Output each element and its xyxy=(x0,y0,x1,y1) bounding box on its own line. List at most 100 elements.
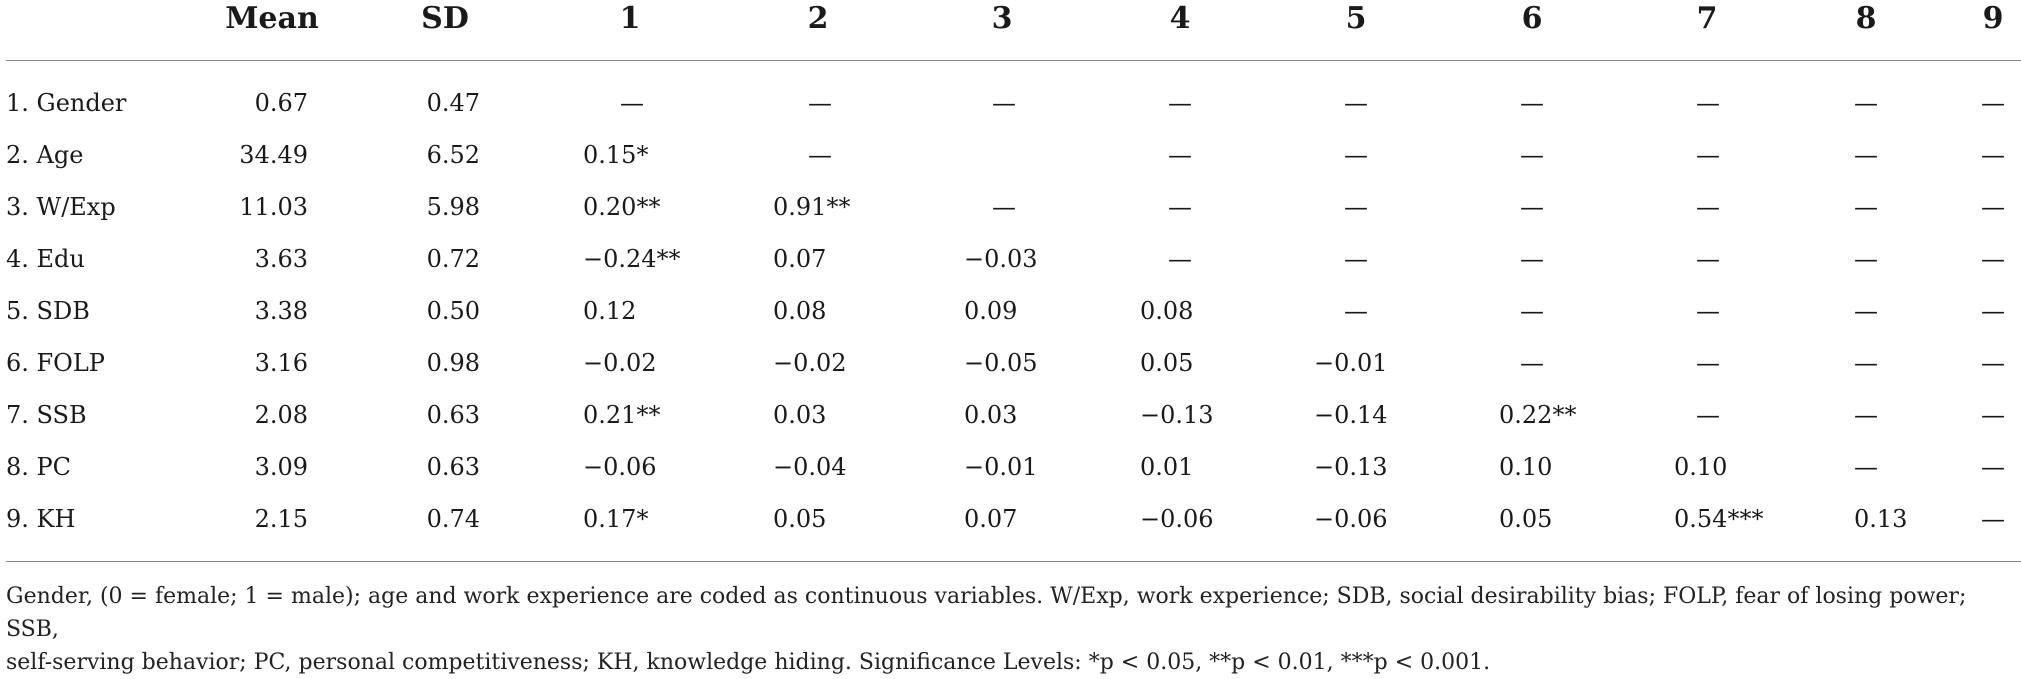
correlation-value: −0.03 xyxy=(964,245,1038,273)
correlation-value: 0.10 xyxy=(1674,453,1728,481)
empty-cell-dash: — xyxy=(1696,89,1720,117)
column-header: 3 xyxy=(991,1,1013,36)
correlation-value: 0.20** xyxy=(583,193,661,221)
empty-cell-dash: — xyxy=(1981,401,2005,429)
empty-cell-dash: — xyxy=(1854,193,1878,221)
empty-cell-dash: — xyxy=(1981,453,2005,481)
correlation-value: −0.24** xyxy=(583,245,681,273)
empty-cell-dash: — xyxy=(1854,453,1878,481)
column-header: SD xyxy=(421,1,469,36)
empty-cell-dash: — xyxy=(1344,193,1368,221)
sd-value: 0.47 xyxy=(426,89,480,117)
mean-value: 2.15 xyxy=(254,505,308,533)
correlation-value: 0.08 xyxy=(1140,297,1194,325)
table-header-row: Mean SD 1 2 3 4 5 6 7 8 9 xyxy=(0,0,2021,42)
empty-cell-dash: — xyxy=(1520,193,1544,221)
column-header: 8 xyxy=(1855,1,1877,36)
table-note-line: self-serving behavior; PC, personal comp… xyxy=(6,650,1491,675)
empty-cell-dash: — xyxy=(1854,297,1878,325)
empty-cell-dash: — xyxy=(1981,141,2005,169)
mean-value: 0.67 xyxy=(254,89,308,117)
correlation-value: 0.03 xyxy=(964,401,1018,429)
empty-cell-dash: — xyxy=(1981,349,2005,377)
empty-cell-dash: — xyxy=(1520,349,1544,377)
table-row: 3. W/Exp 11.03 5.98 0.20** 0.91** — — — — — — — xyxy=(0,192,2021,244)
empty-cell-dash: — xyxy=(620,89,644,117)
empty-cell-dash: — xyxy=(1981,505,2005,533)
correlation-value: 0.07 xyxy=(964,505,1018,533)
correlation-value: 0.09 xyxy=(964,297,1018,325)
empty-cell-dash: — xyxy=(1981,89,2005,117)
correlation-value: 0.05 xyxy=(773,505,827,533)
empty-cell-dash: — xyxy=(1854,245,1878,273)
table-row: 7. SSB 2.08 0.63 0.21** 0.03 0.03 −0.13 −0.14 0.… xyxy=(0,400,2021,452)
empty-cell-dash: — xyxy=(1168,89,1192,117)
sd-value: 0.50 xyxy=(426,297,480,325)
column-header: 1 xyxy=(619,1,641,36)
table-row: 1. Gender 0.67 0.47 — — — — — — — — — xyxy=(0,88,2021,140)
footer-divider xyxy=(6,561,2021,562)
empty-cell-dash: — xyxy=(1854,401,1878,429)
empty-cell-dash: — xyxy=(1520,245,1544,273)
mean-value: 3.63 xyxy=(254,245,308,273)
table-row: 9. KH 2.15 0.74 0.17* 0.05 0.07 −0.06 −0.06 0.05… xyxy=(0,504,2021,556)
column-header: 5 xyxy=(1345,1,1367,36)
empty-cell-dash: — xyxy=(1696,401,1720,429)
empty-cell-dash: — xyxy=(1981,193,2005,221)
empty-cell-dash: — xyxy=(1981,297,2005,325)
empty-cell-dash: — xyxy=(1696,193,1720,221)
correlation-value: 0.12 xyxy=(583,297,637,325)
correlation-value: −0.13 xyxy=(1314,453,1388,481)
correlation-value: −0.14 xyxy=(1314,401,1388,429)
empty-cell-dash: — xyxy=(1981,245,2005,273)
correlation-value: 0.21** xyxy=(583,401,661,429)
empty-cell-dash: — xyxy=(1168,245,1192,273)
row-label: 7. SSB xyxy=(6,401,87,429)
correlation-value: 0.54*** xyxy=(1674,505,1764,533)
table-row: 2. Age 34.49 6.52 0.15* — — — — — — — xyxy=(0,140,2021,192)
sd-value: 0.63 xyxy=(426,401,480,429)
row-label: 2. Age xyxy=(6,141,84,169)
column-header: 6 xyxy=(1521,1,1543,36)
row-label: 6. FOLP xyxy=(6,349,105,377)
column-header: Mean xyxy=(225,1,319,36)
row-label: 5. SDB xyxy=(6,297,90,325)
table-row: 4. Edu 3.63 0.72 −0.24** 0.07 −0.03 — — — — — — xyxy=(0,244,2021,296)
correlation-value: 0.08 xyxy=(773,297,827,325)
mean-value: 2.08 xyxy=(254,401,308,429)
correlation-value: −0.06 xyxy=(583,453,657,481)
empty-cell-dash: — xyxy=(1696,297,1720,325)
empty-cell-dash: — xyxy=(1520,89,1544,117)
sd-value: 0.74 xyxy=(426,505,480,533)
correlation-value: 0.01 xyxy=(1140,453,1194,481)
mean-value: 34.49 xyxy=(239,141,308,169)
mean-value: 3.38 xyxy=(254,297,308,325)
empty-cell-dash: — xyxy=(1344,89,1368,117)
correlation-value: 0.91** xyxy=(773,193,851,221)
correlation-value: 0.05 xyxy=(1140,349,1194,377)
correlation-value: −0.02 xyxy=(583,349,657,377)
sd-value: 0.98 xyxy=(426,349,480,377)
correlation-value: −0.06 xyxy=(1314,505,1388,533)
correlation-value: 0.05 xyxy=(1499,505,1553,533)
sd-value: 0.72 xyxy=(426,245,480,273)
correlation-value: 0.17* xyxy=(583,505,649,533)
correlation-value: 0.22** xyxy=(1499,401,1577,429)
table-note: Gender, (0 = female; 1 = male); age and … xyxy=(6,580,2006,679)
mean-value: 11.03 xyxy=(239,193,308,221)
empty-cell-dash: — xyxy=(1344,297,1368,325)
empty-cell-dash: — xyxy=(1696,141,1720,169)
empty-cell-dash: — xyxy=(992,193,1016,221)
empty-cell-dash: — xyxy=(992,89,1016,117)
sd-value: 6.52 xyxy=(426,141,480,169)
empty-cell-dash: — xyxy=(1854,89,1878,117)
correlation-value: −0.06 xyxy=(1140,505,1214,533)
correlation-value: −0.13 xyxy=(1140,401,1214,429)
correlation-value: 0.07 xyxy=(773,245,827,273)
column-header: 2 xyxy=(807,1,829,36)
table-row: 6. FOLP 3.16 0.98 −0.02 −0.02 −0.05 0.05 −0.01 —… xyxy=(0,348,2021,400)
table-row: 8. PC 3.09 0.63 −0.06 −0.04 −0.01 0.01 −0.13 0.1… xyxy=(0,452,2021,504)
empty-cell-dash: — xyxy=(1168,193,1192,221)
sd-value: 0.63 xyxy=(426,453,480,481)
